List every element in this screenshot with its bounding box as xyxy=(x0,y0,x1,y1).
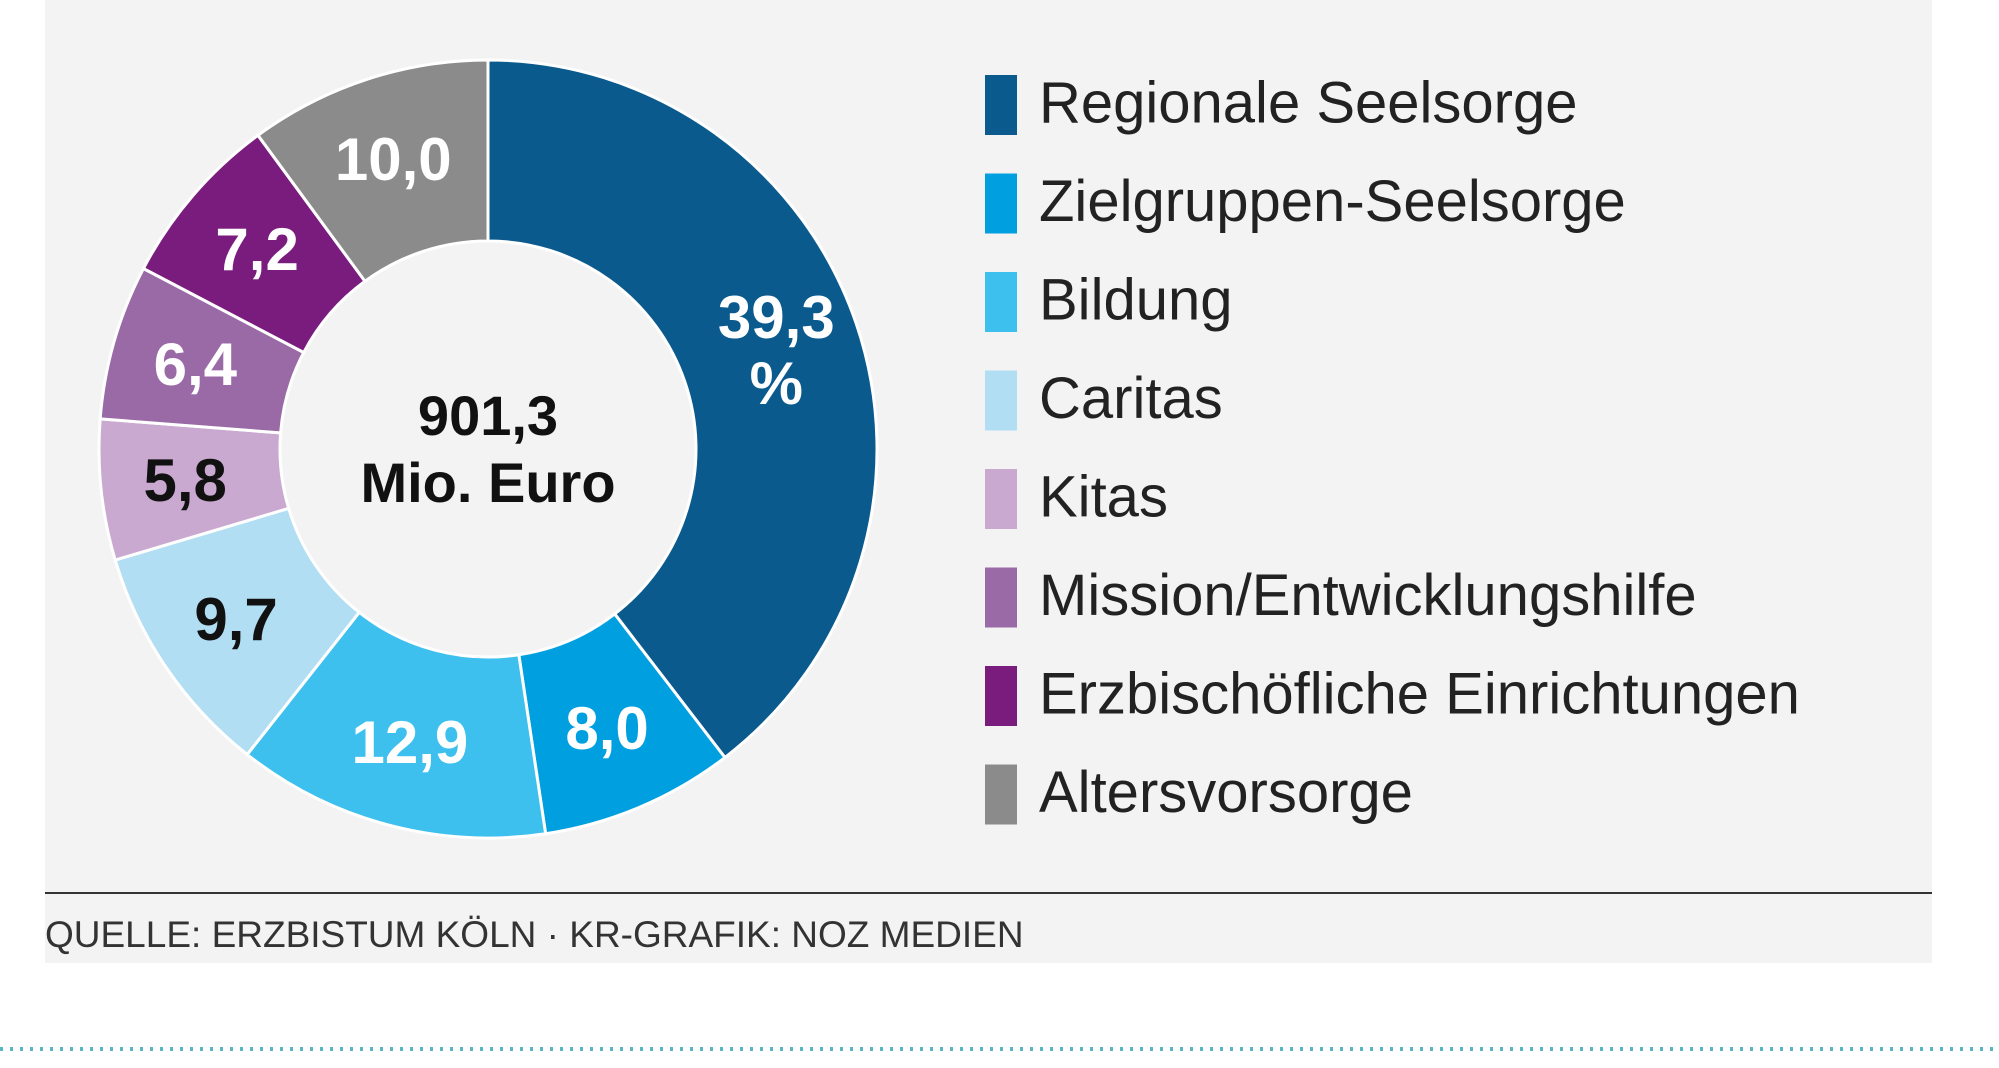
value-label: 9,7 xyxy=(194,586,278,654)
legend-label: Bildung xyxy=(1039,267,1232,332)
value-label: 10,0 xyxy=(334,125,452,193)
legend-label: Caritas xyxy=(1039,366,1223,431)
center-label: 901,3 Mio. Euro xyxy=(360,383,616,514)
legend-label: Regionale Seelsorge xyxy=(1039,70,1577,135)
legend-swatch xyxy=(985,666,1017,726)
legend-label: Zielgruppen-Seelsorge xyxy=(1039,169,1626,234)
legend-label: Mission/Entwicklungshilfe xyxy=(1039,563,1697,628)
value-label: 5,8 xyxy=(143,447,227,515)
legend-swatch xyxy=(985,272,1017,332)
value-label: 39,3 % xyxy=(717,284,835,418)
donut-segment xyxy=(245,610,548,840)
legend-swatch xyxy=(985,370,1017,431)
legend-label: Altersvorsorge xyxy=(1039,760,1413,825)
legend-swatch xyxy=(985,75,1017,135)
value-label: 12,9 xyxy=(351,709,469,777)
donut-segment xyxy=(486,58,879,760)
source: QUELLE: ERZBISTUM KÖLN · KR-GRAFIK: NOZ … xyxy=(45,914,1024,955)
legend-swatch xyxy=(985,764,1017,825)
legend-swatch xyxy=(985,567,1017,628)
legend-label: Kitas xyxy=(1039,464,1168,529)
value-label: 8,0 xyxy=(565,695,649,763)
value-label: 6,4 xyxy=(153,330,238,398)
legend-swatch xyxy=(985,173,1017,234)
legend-label: Erzbischöfliche Einrichtungen xyxy=(1039,661,1800,726)
donut-segment xyxy=(255,58,490,284)
legend-swatch xyxy=(985,469,1017,529)
value-label: 7,2 xyxy=(215,216,299,284)
